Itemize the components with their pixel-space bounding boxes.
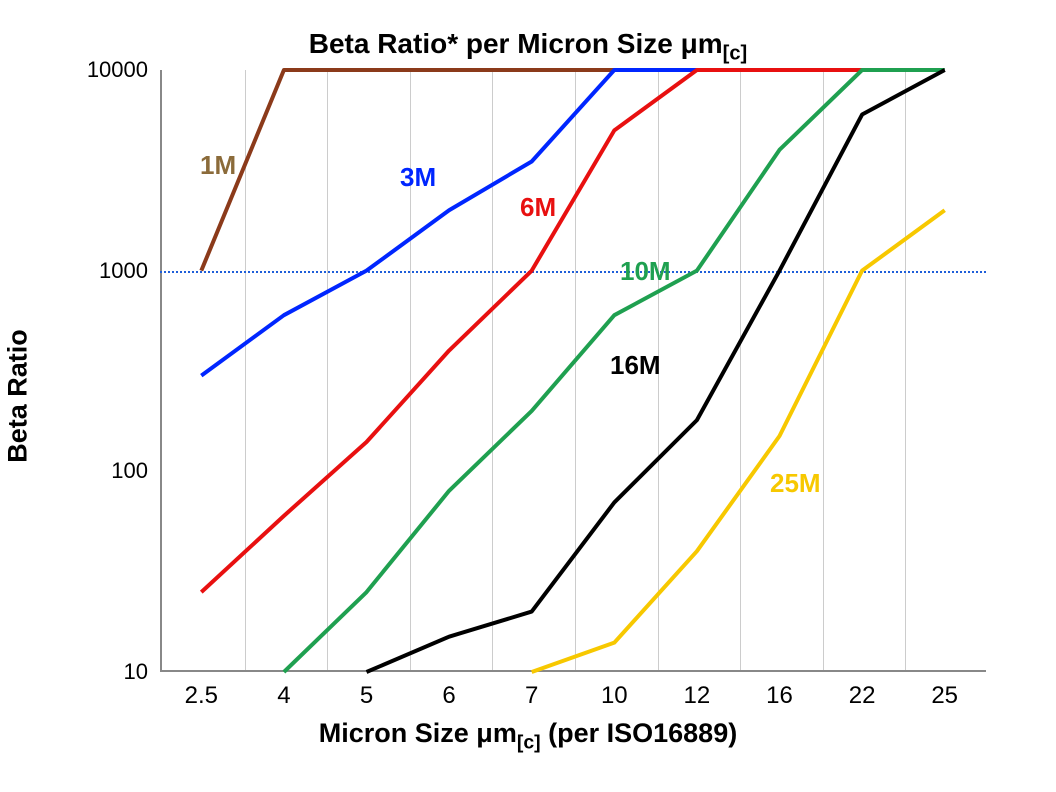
chart-title: Beta Ratio* per Micron Size μm[c] [0,28,1056,66]
x-tick-label: 2.5 [185,682,218,710]
x-tick-label: 5 [360,682,373,710]
series-label-1M: 1M [200,150,236,181]
x-tick-label: 22 [849,682,876,710]
y-tick-label: 10 [68,659,148,685]
series-label-6M: 6M [520,192,556,223]
x-tick-label: 10 [601,682,628,710]
x-tick-label: 7 [525,682,538,710]
y-tick-label: 1000 [68,258,148,284]
x-tick-label: 6 [442,682,455,710]
series-label-25M: 25M [770,468,821,499]
beta-ratio-chart: Beta Ratio* per Micron Size μm[c] Beta R… [0,0,1056,792]
series-label-10M: 10M [620,256,671,287]
series-label-16M: 16M [610,350,661,381]
x-tick-label: 4 [277,682,290,710]
series-line-25M [532,210,945,672]
x-tick-label: 12 [684,682,711,710]
series-label-3M: 3M [400,162,436,193]
y-tick-label: 10000 [68,57,148,83]
x-axis-label: Micron Size μm[c] (per ISO16889) [0,718,1056,754]
x-tick-label: 25 [931,682,958,710]
y-axis-label: Beta Ratio [3,329,34,463]
series-lines [160,70,986,672]
x-tick-label: 16 [766,682,793,710]
y-tick-label: 100 [68,458,148,484]
